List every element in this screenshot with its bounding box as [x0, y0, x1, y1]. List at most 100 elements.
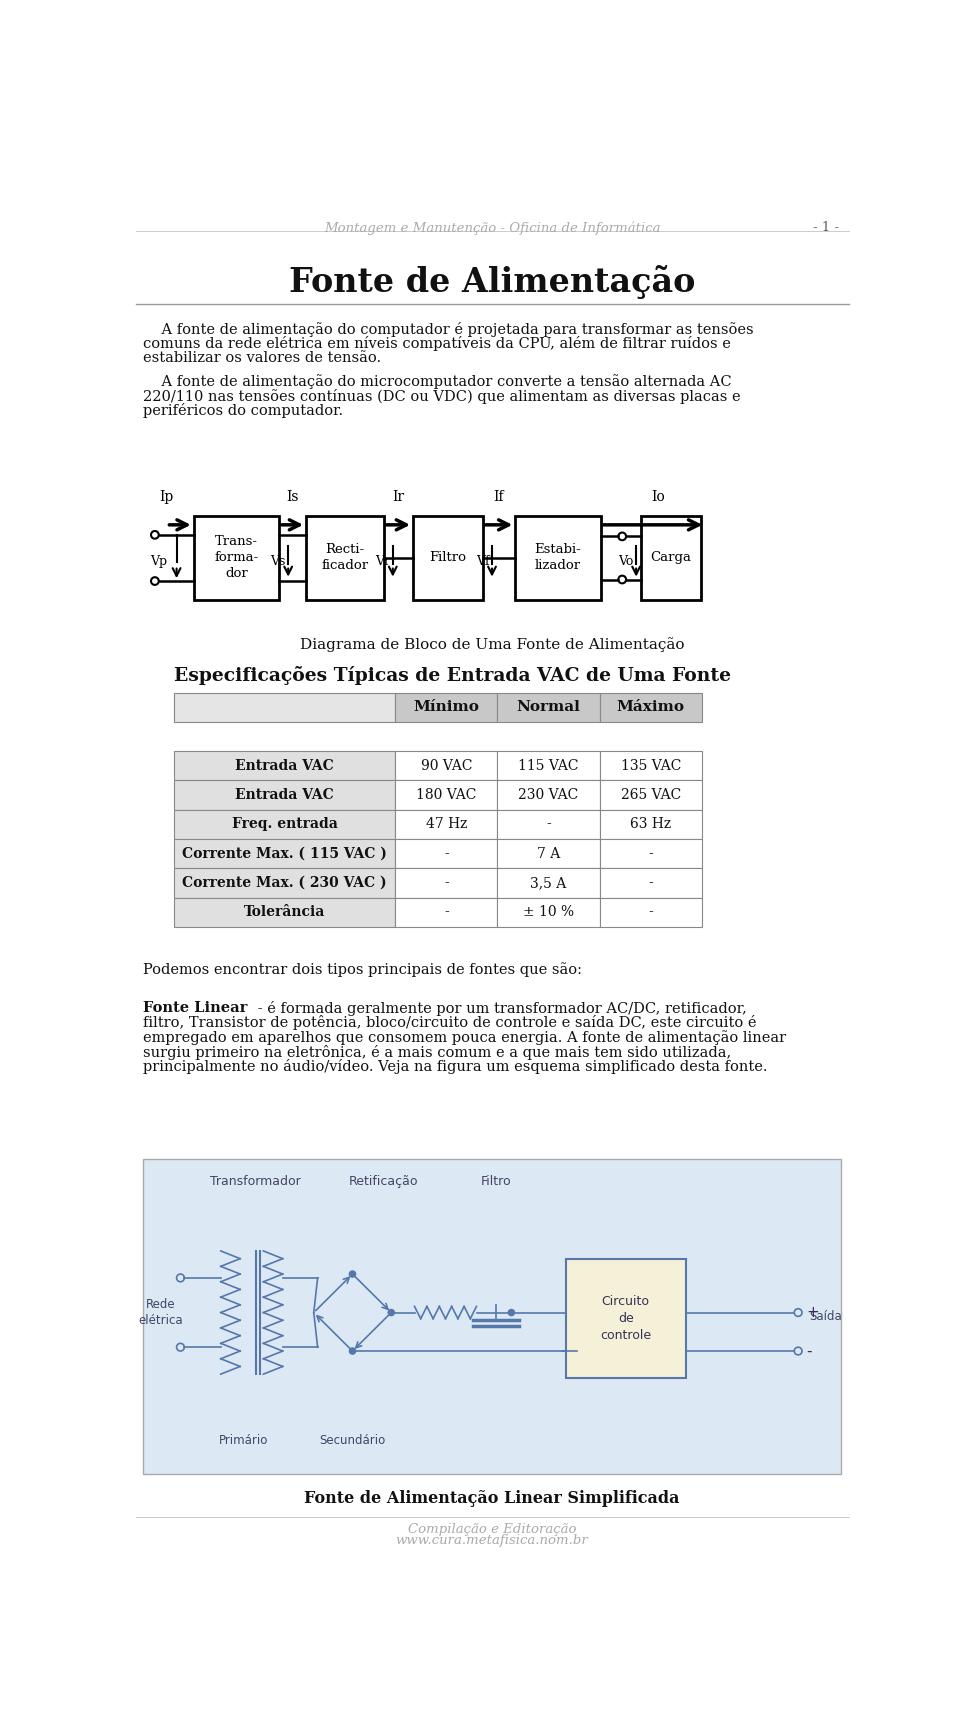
Bar [600, 839, 702, 868]
Bar [396, 780, 497, 810]
Text: 115 VAC: 115 VAC [518, 759, 579, 773]
Text: Freq. entrada: Freq. entrada [231, 817, 338, 832]
Text: surgiu primeiro na eletrônica, é a mais comum e a que mais tem sido utilizada,: surgiu primeiro na eletrônica, é a mais … [143, 1045, 732, 1059]
Text: Máximo: Máximo [617, 701, 684, 714]
Text: 265 VAC: 265 VAC [621, 789, 681, 803]
Text: -: - [444, 875, 448, 889]
Text: 135 VAC: 135 VAC [621, 759, 681, 773]
Bar [600, 780, 702, 810]
Bar [600, 692, 702, 721]
Text: Recti-
ficador: Recti- ficador [322, 543, 369, 573]
Text: Vp: Vp [150, 555, 167, 567]
Bar [175, 868, 396, 898]
Text: -: - [444, 905, 448, 919]
Text: Corrente Max. ( 115 VAC ): Corrente Max. ( 115 VAC ) [182, 846, 387, 860]
Text: Entrada VAC: Entrada VAC [235, 759, 334, 773]
Text: filtro, Transistor de potência, bloco/circuito de controle e saída DC, este circ: filtro, Transistor de potência, bloco/ci… [143, 1016, 756, 1031]
Text: 230 VAC: 230 VAC [518, 789, 579, 803]
Bar [396, 751, 497, 780]
Bar [396, 692, 497, 721]
Bar [175, 780, 396, 810]
Bar [396, 839, 497, 868]
Text: 63 Hz: 63 Hz [631, 817, 671, 832]
Text: Normal: Normal [516, 701, 581, 714]
Text: Saída: Saída [809, 1310, 843, 1323]
Text: Fonte de Alimentação Linear Simplificada: Fonte de Alimentação Linear Simplificada [304, 1490, 680, 1507]
Text: Vo: Vo [618, 555, 634, 567]
Text: Io: Io [652, 490, 665, 503]
Text: -: - [649, 846, 653, 860]
Text: Filtro: Filtro [429, 552, 467, 564]
Circle shape [349, 1348, 355, 1355]
Bar [175, 692, 396, 721]
Text: Fonte Linear: Fonte Linear [143, 1000, 248, 1016]
Text: Mínimo: Mínimo [414, 701, 479, 714]
Text: 180 VAC: 180 VAC [416, 789, 476, 803]
Text: Vr: Vr [375, 555, 391, 567]
Text: Primário: Primário [219, 1434, 269, 1448]
Bar [396, 868, 497, 898]
Bar [413, 516, 483, 600]
Text: www.cura.metafisica.nom.br: www.cura.metafisica.nom.br [396, 1533, 588, 1547]
Text: periféricos do computador.: periféricos do computador. [143, 403, 344, 419]
Text: Especificações Típicas de Entrada VAC de Uma Fonte: Especificações Típicas de Entrada VAC de… [175, 666, 732, 685]
Text: Tolerância: Tolerância [244, 905, 325, 919]
Text: -: - [805, 1344, 811, 1358]
Text: 90 VAC: 90 VAC [420, 759, 472, 773]
Bar [516, 516, 601, 600]
Bar [600, 898, 702, 927]
Bar [175, 810, 396, 839]
Bar [396, 898, 497, 927]
Bar [497, 839, 600, 868]
Bar [600, 751, 702, 780]
Text: Filtro: Filtro [481, 1175, 511, 1189]
Text: principalmente no áudio/vídeo. Veja na figura um esquema simplificado desta font: principalmente no áudio/vídeo. Veja na f… [143, 1059, 768, 1074]
Text: 7 A: 7 A [537, 846, 561, 860]
Bar [600, 810, 702, 839]
Bar [497, 810, 600, 839]
Text: Is: Is [286, 490, 299, 503]
Text: Retificação: Retificação [348, 1175, 419, 1189]
Circle shape [508, 1310, 515, 1315]
Text: -: - [444, 846, 448, 860]
Text: -: - [546, 817, 551, 832]
Text: Trans-
forma-
dor: Trans- forma- dor [214, 536, 258, 581]
Bar [175, 751, 396, 780]
Text: A fonte de alimentação do microcomputador converte a tensão alternada AC: A fonte de alimentação do microcomputado… [143, 374, 732, 389]
Circle shape [388, 1310, 395, 1315]
Bar [175, 839, 396, 868]
Text: Podemos encontrar dois tipos principais de fontes que são:: Podemos encontrar dois tipos principais … [143, 962, 583, 977]
Bar [497, 868, 600, 898]
Text: Rede
elétrica: Rede elétrica [138, 1298, 182, 1327]
Text: Carga: Carga [651, 552, 691, 564]
Text: Ir: Ir [393, 490, 404, 503]
Text: Transformador: Transformador [210, 1175, 301, 1189]
Text: comuns da rede elétrica em níveis compatíveis da CPU, além de filtrar ruídos e: comuns da rede elétrica em níveis compat… [143, 336, 732, 351]
Bar [600, 868, 702, 898]
Bar [306, 516, 383, 600]
Bar [175, 898, 396, 927]
Bar [641, 516, 701, 600]
Text: Compilação e Editoração: Compilação e Editoração [408, 1522, 576, 1536]
Bar [497, 692, 600, 721]
Text: -: - [649, 875, 653, 889]
Text: - 1 -: - 1 - [813, 221, 839, 235]
Text: A fonte de alimentação do computador é projetada para transformar as tensões: A fonte de alimentação do computador é p… [143, 322, 754, 337]
Bar [194, 516, 278, 600]
Text: Fonte de Alimentação: Fonte de Alimentação [289, 265, 695, 299]
Text: ± 10 %: ± 10 % [523, 905, 574, 919]
Text: -: - [649, 905, 653, 919]
Text: 220/110 nas tensões contínuas (DC ou VDC) que alimentam as diversas placas e: 220/110 nas tensões contínuas (DC ou VDC… [143, 389, 741, 403]
Text: estabilizar os valores de tensão.: estabilizar os valores de tensão. [143, 351, 381, 365]
Text: Vs: Vs [271, 555, 286, 567]
Text: Ip: Ip [159, 490, 174, 503]
Text: Diagrama de Bloco de Uma Fonte de Alimentação: Diagrama de Bloco de Uma Fonte de Alimen… [300, 637, 684, 652]
Text: Entrada VAC: Entrada VAC [235, 789, 334, 803]
Text: 47 Hz: 47 Hz [425, 817, 467, 832]
Bar [396, 810, 497, 839]
Text: If: If [493, 490, 504, 503]
Bar [497, 780, 600, 810]
Text: Corrente Max. ( 230 VAC ): Corrente Max. ( 230 VAC ) [182, 875, 387, 889]
Bar [143, 1159, 841, 1474]
Text: Montagem e Manutenção - Oficina de Informática: Montagem e Manutenção - Oficina de Infor… [324, 221, 660, 235]
